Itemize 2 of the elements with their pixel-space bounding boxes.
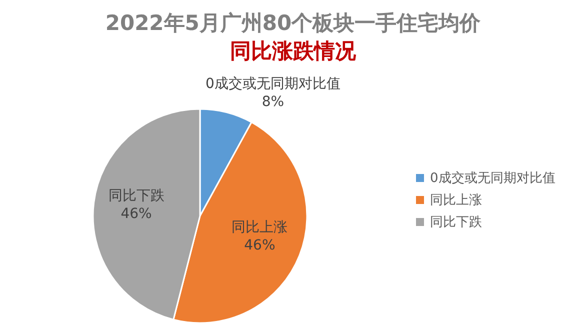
subtitle: 同比涨跌情况: [230, 39, 356, 63]
title: 2022年5月广州80个板块一手住宅均价: [105, 11, 481, 35]
